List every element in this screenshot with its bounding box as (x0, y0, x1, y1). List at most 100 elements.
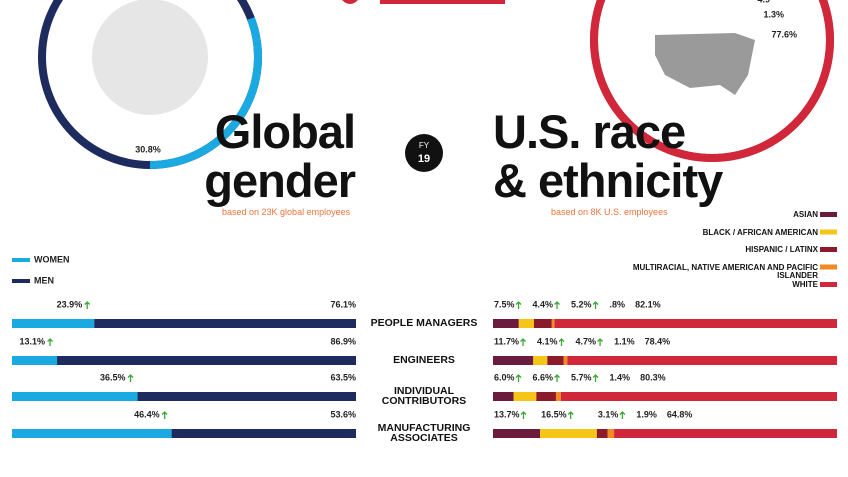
value-label: 5.7% (571, 372, 592, 382)
bar-segment (533, 356, 548, 365)
badge (405, 134, 443, 172)
bar-segment (563, 356, 568, 365)
value-label: 4.7% (576, 336, 597, 346)
bar-segment (12, 392, 138, 401)
category-label: MANUFACTURING ASSOCIATES (377, 422, 471, 444)
value-label: 46.4% (134, 409, 160, 419)
value-label: 64.8% (667, 409, 693, 419)
bar-segment (551, 319, 555, 328)
bar-segment (94, 319, 356, 328)
bar-segment (536, 392, 556, 401)
legend-swatch (820, 247, 837, 252)
bar-segment (493, 429, 541, 438)
bar-segment (518, 319, 534, 328)
subtitle: based on 8K U.S. employees (551, 207, 668, 217)
bar-segment (596, 429, 608, 438)
value-label: 7.5% (494, 299, 515, 309)
bar-segment (57, 356, 357, 365)
subtitle: based on 23K global employees (222, 207, 351, 217)
value-label: 23.9% (57, 299, 83, 309)
category-label: PEOPLE MANAGERS (370, 317, 478, 329)
bar-segment (614, 429, 837, 438)
value-label: 3.1% (598, 409, 619, 419)
up-arrow (515, 374, 522, 382)
title: Global gender (204, 105, 356, 207)
bar-segment (607, 429, 615, 438)
value-label: 4.1% (537, 336, 558, 346)
value-label: 86.9% (330, 336, 356, 346)
up-arrow (84, 301, 91, 309)
legend-swatch (820, 229, 837, 235)
logo-text (380, 0, 505, 4)
value-label: 78.4% (645, 336, 671, 346)
value-label: 11.7% (494, 336, 519, 346)
us-map (655, 33, 755, 95)
legend-swatch (820, 282, 837, 287)
up-arrow (558, 338, 565, 346)
up-arrow (597, 338, 604, 346)
value-label: .8% (610, 299, 626, 309)
title: U.S. race & ethnicity (493, 105, 723, 207)
bar-segment (513, 392, 537, 401)
legend-label: WHITE (792, 280, 818, 289)
ring-segment (590, 0, 834, 162)
up-arrow (554, 301, 560, 309)
logo (342, 0, 358, 4)
value-label: 5.2% (571, 299, 592, 309)
value-label: 36.5% (100, 372, 126, 382)
bar-segment (493, 319, 519, 328)
value-label: 6.6% (533, 372, 554, 382)
up-arrow (515, 301, 522, 309)
ring-segment (149, 17, 262, 169)
up-arrow (592, 374, 599, 382)
badge-top: FY (419, 141, 430, 150)
bar-segment (12, 429, 172, 438)
value-label: 4.4% (533, 299, 554, 309)
value-label: 53.6% (330, 409, 356, 419)
legend-label: MEN (34, 275, 54, 285)
bar-segment (555, 392, 561, 401)
bar-segment (12, 356, 58, 365)
value-label: 1.1% (614, 336, 635, 346)
bar-segment (12, 319, 95, 328)
up-arrow (520, 338, 526, 346)
value-label: 1.4% (610, 372, 631, 382)
bar-segment (540, 429, 597, 438)
value-label: 4.9 (757, 0, 770, 4)
up-arrow (567, 411, 574, 419)
bar-segment (560, 392, 837, 401)
value-label: 1.9% (636, 409, 657, 419)
legend-swatch (12, 279, 30, 283)
legend-swatch (12, 258, 30, 262)
up-arrow (619, 411, 626, 419)
legend-swatch (820, 264, 837, 270)
globe (92, 0, 208, 115)
bar-segment (137, 392, 356, 401)
value-label: 82.1% (635, 299, 661, 309)
bar-segment (547, 356, 564, 365)
up-arrow (47, 338, 54, 346)
value-label: 76.1% (330, 299, 356, 309)
bar-segment (554, 319, 837, 328)
value-label: 80.3% (640, 372, 666, 382)
value-label: 6.0% (494, 372, 515, 382)
legend-label: ASIAN (793, 210, 818, 219)
category-label: ENGINEERS (393, 354, 455, 366)
value-label: 63.5% (330, 372, 356, 382)
up-arrow (592, 301, 599, 309)
bar-segment (493, 356, 534, 365)
value-label: 13.7% (494, 409, 520, 419)
bar-segment (171, 429, 356, 438)
up-arrow (127, 374, 134, 382)
legend-swatch (820, 212, 837, 217)
value-label: 16.5% (541, 409, 567, 419)
legend-label: HISPANIC / LATINX (745, 245, 818, 254)
bar-segment (567, 356, 837, 365)
bar-segment (493, 392, 514, 401)
category-label: INDIVIDUAL CONTRIBUTORS (381, 385, 467, 407)
legend-label: WOMEN (34, 254, 70, 264)
value-label: 77.6% (771, 29, 797, 39)
up-arrow (520, 411, 527, 419)
